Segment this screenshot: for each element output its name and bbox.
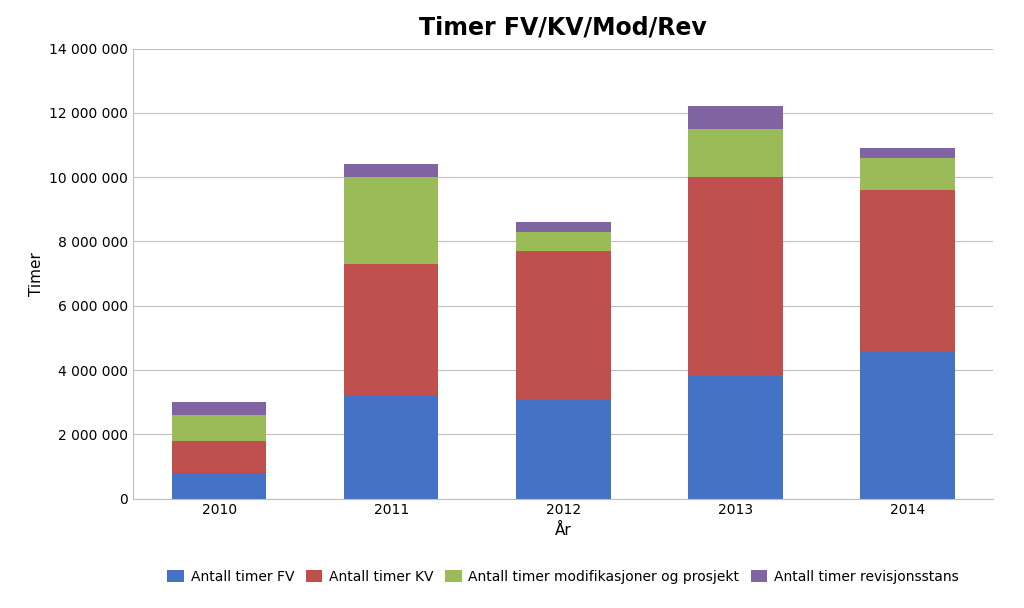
Bar [688, 177, 782, 376]
Bar [688, 129, 782, 177]
Bar [516, 399, 610, 499]
Bar [172, 473, 266, 499]
Bar [344, 264, 438, 396]
Bar [688, 376, 782, 499]
Legend: Antall timer FV, Antall timer KV, Antall timer modifikasjoner og prosjekt, Antal: Antall timer FV, Antall timer KV, Antall… [162, 564, 965, 589]
Bar [344, 177, 438, 264]
Bar [344, 164, 438, 177]
Bar [172, 415, 266, 441]
Bar [688, 106, 782, 129]
Bar [516, 222, 610, 232]
Bar [860, 351, 954, 499]
Y-axis label: Timer: Timer [29, 252, 44, 295]
Bar [172, 402, 266, 415]
Bar [516, 232, 610, 251]
X-axis label: År: År [555, 523, 571, 538]
Bar [860, 158, 954, 190]
Bar [344, 396, 438, 499]
Bar [172, 441, 266, 473]
Title: Timer FV/KV/Mod/Rev: Timer FV/KV/Mod/Rev [419, 16, 708, 40]
Bar [860, 148, 954, 158]
Bar [516, 251, 610, 399]
Bar [860, 190, 954, 351]
